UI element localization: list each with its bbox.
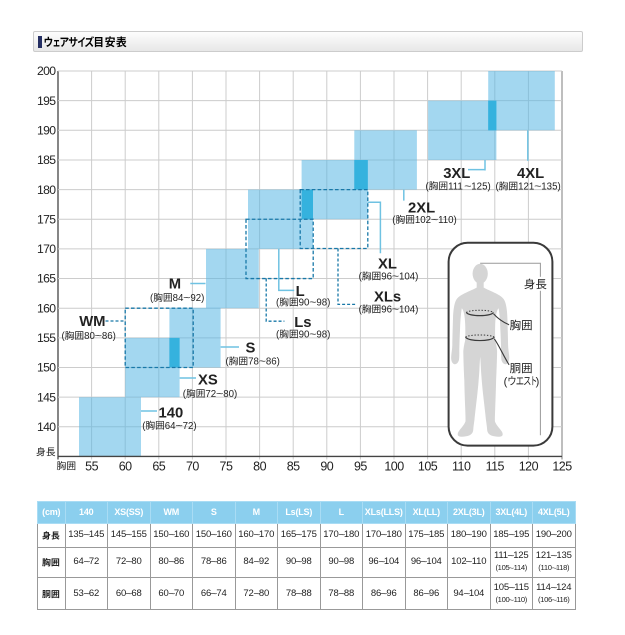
svg-text:~: ~ [392,272,400,282]
svg-text:98): 98) [316,330,330,341]
svg-text:4XL: 4XL [517,166,544,182]
svg-text:(: ( [226,357,230,368]
svg-text:78: 78 [248,357,259,368]
svg-text:100: 100 [384,460,404,474]
svg-text:170: 170 [37,242,56,256]
svg-text:55: 55 [85,460,98,474]
svg-text:200: 200 [37,64,56,78]
svg-text:110): 110) [438,215,457,226]
svg-text:80: 80 [253,460,266,474]
svg-text:(: ( [504,376,508,388]
svg-text:~: ~ [216,389,224,399]
svg-text:64: 64 [165,421,176,432]
svg-text:135): 135) [541,182,560,193]
svg-text:98): 98) [316,298,330,309]
svg-text:140: 140 [159,405,184,421]
svg-text:155: 155 [37,331,56,345]
svg-text:96: 96 [381,305,392,316]
svg-text:165: 165 [37,272,56,286]
svg-text:(: ( [276,298,280,309]
svg-text:(: ( [392,215,396,226]
svg-text:72: 72 [205,389,216,400]
svg-text:175: 175 [37,212,56,226]
svg-text:102: 102 [415,215,431,226]
svg-text:125: 125 [552,460,572,474]
svg-text:150: 150 [37,361,56,375]
svg-text:84: 84 [173,293,184,304]
svg-text:(: ( [183,389,187,400]
svg-text:(: ( [276,330,280,341]
svg-text:75: 75 [220,460,233,474]
svg-text:~: ~ [534,182,542,192]
svg-text:(: ( [62,331,66,342]
svg-text:(: ( [142,421,146,432]
svg-text:105: 105 [418,460,438,474]
svg-text:120: 120 [519,460,539,474]
svg-text:(: ( [359,305,363,316]
svg-text:125): 125) [471,181,490,192]
svg-text:WM: WM [79,314,105,330]
svg-text:~: ~ [309,330,317,340]
svg-text:90: 90 [299,330,310,341]
svg-text:180: 180 [37,183,56,197]
svg-text:XL: XL [378,257,397,273]
svg-text:(: ( [496,182,500,193]
svg-text:96: 96 [381,272,392,283]
svg-text:XS: XS [198,373,218,389]
svg-text:92): 92) [190,293,204,304]
svg-text:121: 121 [518,182,534,193]
svg-text:195: 195 [37,94,56,108]
svg-text:M: M [169,277,181,293]
svg-text:104): 104) [399,305,418,316]
svg-text:185: 185 [37,153,56,167]
svg-text:2XL: 2XL [408,201,435,217]
svg-text:~: ~ [183,293,191,303]
svg-text:190: 190 [37,124,56,138]
svg-text:145: 145 [37,390,56,404]
svg-text:~: ~ [175,421,183,431]
svg-text:72): 72) [183,421,197,432]
svg-text:60: 60 [119,460,132,474]
svg-text:80): 80) [223,389,237,400]
svg-text:(: ( [359,272,363,283]
svg-text:110: 110 [452,460,471,474]
svg-text:~: ~ [309,298,317,308]
svg-text:90: 90 [299,298,310,309]
svg-text:~: ~ [392,305,400,315]
svg-text:104): 104) [399,272,418,283]
svg-text:XLs: XLs [374,290,401,306]
svg-text:~: ~ [95,331,103,341]
svg-text:80: 80 [84,331,95,342]
svg-text:Ls: Ls [294,315,311,331]
svg-text:S: S [246,341,256,357]
svg-text:~: ~ [464,182,472,192]
svg-text:~: ~ [431,215,439,225]
svg-text:95: 95 [354,460,367,474]
svg-text:160: 160 [37,301,56,315]
svg-text:70: 70 [186,460,199,474]
svg-text:65: 65 [152,460,165,474]
svg-text:85: 85 [287,460,300,474]
svg-text:(: ( [426,181,430,192]
svg-text:): ) [536,376,540,388]
svg-text:90: 90 [320,460,333,474]
svg-text:3XL: 3XL [443,166,470,182]
svg-text:86): 86) [266,357,280,368]
svg-text:86): 86) [102,331,116,342]
svg-text:111: 111 [448,181,463,192]
svg-text:~: ~ [259,357,267,367]
svg-text:L: L [296,284,305,300]
svg-text:115: 115 [486,460,505,474]
svg-text:140: 140 [37,420,56,434]
svg-text:(: ( [150,293,154,304]
